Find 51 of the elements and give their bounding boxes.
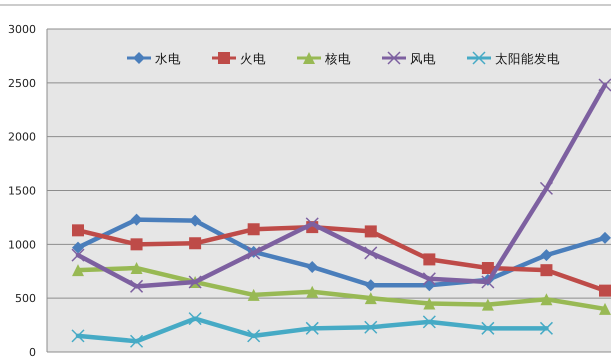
point [540, 249, 552, 262]
point [130, 238, 143, 250]
legend-label: 火电 [240, 51, 266, 66]
point [423, 253, 436, 266]
point [599, 232, 611, 244]
y-tick-label: 0 [29, 346, 36, 359]
y-tick-label: 500 [15, 292, 36, 306]
legend-label: 水电 [155, 51, 181, 66]
point [423, 298, 436, 310]
point [482, 262, 494, 274]
point [72, 224, 84, 236]
point [305, 217, 319, 231]
point [540, 322, 554, 336]
y-tick-label: 3000 [8, 23, 36, 36]
point [188, 312, 202, 326]
y-tick-label: 1000 [8, 238, 36, 252]
point [248, 288, 260, 301]
point [481, 275, 495, 289]
legend-label: 核电 [324, 51, 351, 66]
point [540, 293, 552, 306]
point [72, 242, 84, 254]
point [364, 320, 378, 334]
point [306, 260, 318, 273]
y-tick-label: 2000 [8, 130, 36, 144]
point [130, 280, 144, 294]
point [130, 334, 144, 348]
point [422, 272, 436, 286]
point [364, 246, 378, 260]
y-tick-label: 1500 [8, 184, 36, 198]
point [130, 262, 143, 274]
point [598, 78, 611, 92]
point [248, 223, 260, 236]
legend-label: 风电 [410, 51, 436, 66]
point [246, 329, 260, 343]
legend-label: 太阳能发电 [495, 51, 560, 66]
point [481, 322, 495, 336]
point [305, 322, 319, 336]
point [482, 298, 494, 311]
point [599, 302, 611, 315]
point [364, 292, 377, 304]
point [364, 225, 377, 238]
point [189, 237, 202, 250]
point [540, 264, 552, 276]
point [599, 284, 611, 297]
y-tick-label: 2500 [8, 76, 36, 90]
point [540, 182, 554, 196]
point [306, 286, 318, 298]
point [72, 264, 84, 276]
point [71, 329, 85, 343]
point [422, 315, 436, 329]
point [71, 248, 85, 262]
